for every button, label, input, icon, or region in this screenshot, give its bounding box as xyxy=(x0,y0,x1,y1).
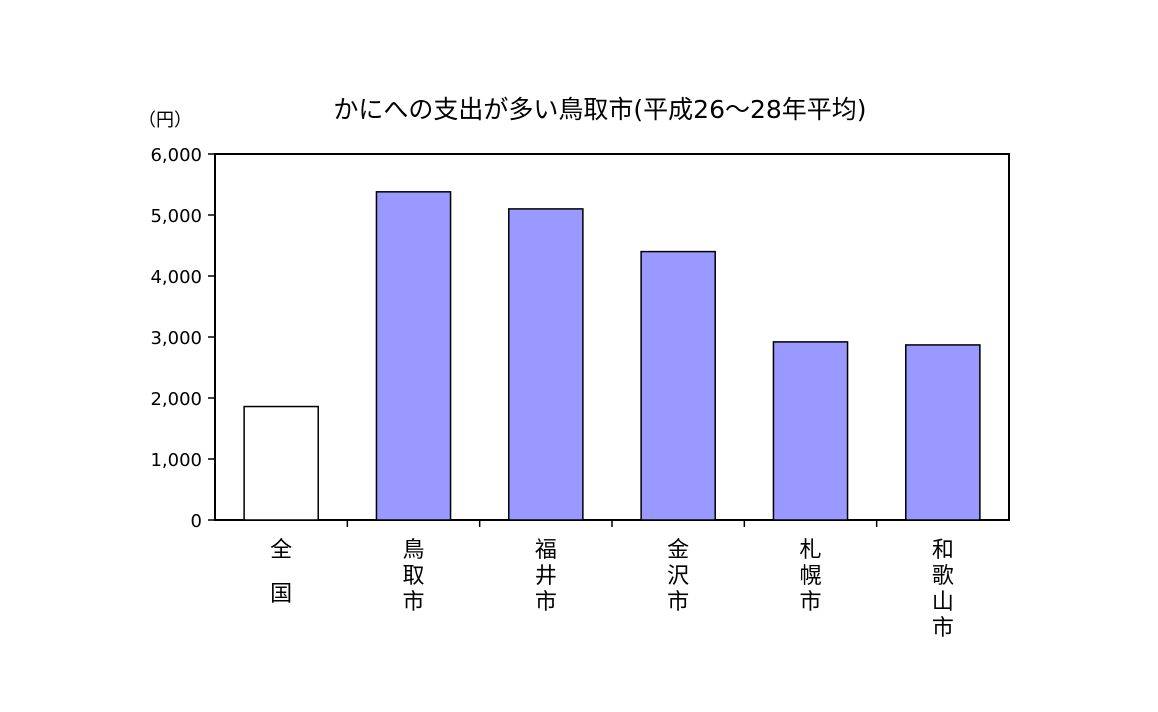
y-tick-label: 0 xyxy=(191,511,202,532)
x-category-label: 鳥取市 xyxy=(402,538,424,615)
bar-1 xyxy=(375,191,452,521)
bar-3 xyxy=(640,250,716,521)
y-tick-label: 2,000 xyxy=(150,389,202,410)
bar-4 xyxy=(772,341,849,521)
y-tick-label: 5,000 xyxy=(150,206,202,227)
y-tick-label: 3,000 xyxy=(150,328,202,349)
bar-2 xyxy=(508,208,584,521)
x-category-label: 金沢市 xyxy=(667,538,689,615)
x-category-label: 札幌市 xyxy=(799,538,821,615)
y-tick-label: 1,000 xyxy=(150,450,202,471)
x-category-label: 福井市 xyxy=(535,538,557,615)
y-tick-label: 4,000 xyxy=(150,267,202,288)
bar-0 xyxy=(243,405,319,521)
chart-title: かにへの支出が多い鳥取市(平成26～28年平均) xyxy=(333,95,866,124)
y-tick-label: 6,000 xyxy=(150,145,202,166)
bars-group xyxy=(243,191,981,521)
x-category-label: 全国 xyxy=(270,538,292,607)
x-axis: 全国 鳥取市 福井市 金沢市 札幌市 和歌山市 xyxy=(270,520,954,641)
plot-area xyxy=(214,153,1010,521)
bar-5 xyxy=(905,344,981,521)
x-category-label: 和歌山市 xyxy=(932,538,954,641)
y-axis: 0 1,000 2,000 3,000 4,000 5,000 6,000 xyxy=(150,145,215,532)
y-axis-unit-label: （円） xyxy=(138,110,192,131)
